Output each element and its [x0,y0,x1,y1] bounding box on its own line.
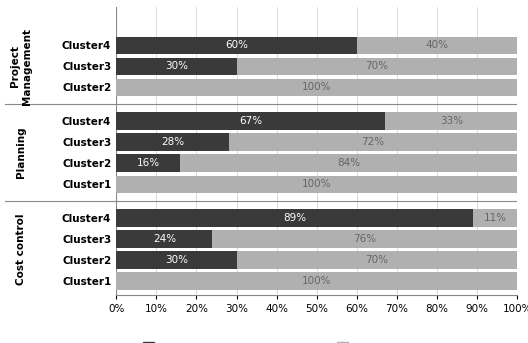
Text: 16%: 16% [137,158,160,168]
Text: 70%: 70% [365,61,389,71]
Text: 76%: 76% [353,234,376,244]
Bar [116,113,385,130]
Bar [212,230,517,248]
Text: 72%: 72% [362,137,384,147]
Bar [116,133,229,151]
Text: Cost control: Cost control [16,214,26,285]
Bar [116,176,517,193]
Legend: ERP or Integrated applications, Stand alone applications: ERP or Integrated applications, Stand al… [139,338,495,343]
Bar [237,58,517,75]
Text: 89%: 89% [283,213,306,223]
Bar [116,79,517,96]
Bar [116,209,473,227]
Text: 84%: 84% [337,158,361,168]
Bar [116,37,357,54]
Text: 28%: 28% [161,137,184,147]
Bar [116,154,181,172]
Text: 100%: 100% [302,276,332,286]
Bar [229,133,517,151]
Bar [116,272,517,290]
Text: 30%: 30% [165,255,188,265]
Text: 67%: 67% [239,116,262,126]
Text: 100%: 100% [302,82,332,92]
Text: 24%: 24% [153,234,176,244]
Bar [181,154,517,172]
Bar [357,37,517,54]
Text: 70%: 70% [365,255,389,265]
Text: Planning: Planning [16,127,26,178]
Text: 60%: 60% [225,40,248,50]
Text: 40%: 40% [426,40,449,50]
Bar [116,251,237,269]
Bar [473,209,517,227]
Text: 30%: 30% [165,61,188,71]
Bar [385,113,517,130]
Text: 100%: 100% [302,179,332,189]
Bar [237,251,517,269]
Text: 33%: 33% [440,116,463,126]
Bar [116,230,212,248]
Bar [116,58,237,75]
Text: Project
Management: Project Management [11,28,32,105]
Text: 11%: 11% [484,213,507,223]
